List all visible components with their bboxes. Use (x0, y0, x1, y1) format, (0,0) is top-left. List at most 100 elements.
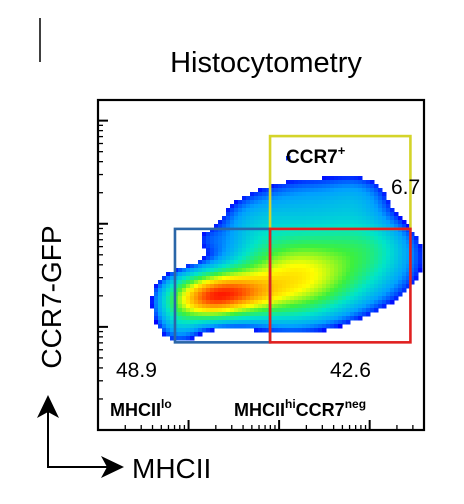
density-cell (398, 288, 403, 293)
density-cell (306, 320, 311, 325)
density-cell (242, 304, 247, 309)
density-cell (354, 196, 359, 201)
density-cell (346, 320, 351, 325)
density-cell (274, 296, 279, 301)
density-cell (366, 196, 371, 201)
density-cell (194, 272, 199, 277)
density-cell (234, 216, 239, 221)
density-cell (342, 300, 347, 305)
density-cell (250, 248, 255, 253)
density-cell (390, 260, 395, 265)
density-cell (342, 316, 347, 321)
density-cell (338, 304, 343, 309)
density-cell (290, 208, 295, 213)
density-cell (226, 244, 231, 249)
density-cell (306, 212, 311, 217)
density-cell (306, 300, 311, 305)
density-cell (382, 248, 387, 253)
density-cell (366, 276, 371, 281)
density-cell (214, 260, 219, 265)
density-cell (314, 316, 319, 321)
density-cell (230, 204, 235, 209)
density-cell (322, 220, 327, 225)
density-cell (170, 280, 175, 285)
density-cell (394, 260, 399, 265)
density-cell (350, 180, 355, 185)
density-cell (302, 304, 307, 309)
density-cell (286, 192, 291, 197)
density-cell (378, 300, 383, 305)
density-cell (354, 236, 359, 241)
density-cell (222, 216, 227, 221)
density-cell (218, 240, 223, 245)
density-cell (266, 276, 271, 281)
gate-value-ccr7pos: 6.7 (391, 176, 420, 199)
density-cell (294, 204, 299, 209)
density-cell (214, 300, 219, 305)
density-cell (214, 320, 219, 325)
density-cell (370, 288, 375, 293)
density-cell (258, 216, 263, 221)
density-cell (370, 200, 375, 205)
density-cell (254, 320, 259, 325)
density-cell (334, 208, 339, 213)
density-cell (318, 244, 323, 249)
density-cell (386, 268, 391, 273)
density-cell (338, 204, 343, 209)
density-cell (290, 324, 295, 329)
density-cell (326, 296, 331, 301)
density-cell (258, 188, 263, 193)
density-cell (346, 220, 351, 225)
density-cell (390, 252, 395, 257)
density-cell (358, 256, 363, 261)
density-cell (358, 252, 363, 257)
density-cell (274, 224, 279, 229)
density-cell (362, 228, 367, 233)
density-cell (370, 236, 375, 241)
density-cell (230, 300, 235, 305)
density-cell (266, 256, 271, 261)
density-cell (314, 324, 319, 329)
density-cell (358, 300, 363, 305)
density-cell (378, 200, 383, 205)
density-cell (286, 208, 291, 213)
density-cell (286, 196, 291, 201)
density-cell (350, 196, 355, 201)
density-cell (286, 288, 291, 293)
density-cell (206, 280, 211, 285)
density-cell (282, 324, 287, 329)
density-cell (194, 304, 199, 309)
density-cell (186, 264, 191, 269)
density-cell (250, 284, 255, 289)
density-cell (266, 240, 271, 245)
density-cell (350, 216, 355, 221)
density-cell (182, 324, 187, 329)
density-cell (326, 324, 331, 329)
density-cell (206, 276, 211, 281)
density-cell (278, 188, 283, 193)
density-cell (310, 256, 315, 261)
density-cell (162, 304, 167, 309)
density-cell (338, 312, 343, 317)
density-cell (274, 192, 279, 197)
density-cell (166, 284, 171, 289)
density-cell (194, 284, 199, 289)
density-cell (346, 264, 351, 269)
density-cell (350, 208, 355, 213)
density-cell (238, 248, 243, 253)
density-cell (266, 308, 271, 313)
density-cell (262, 272, 267, 277)
density-cell (310, 272, 315, 277)
density-cell (282, 292, 287, 297)
density-cell (242, 288, 247, 293)
density-cell (214, 236, 219, 241)
density-cell (298, 228, 303, 233)
density-cell (318, 248, 323, 253)
density-cell (318, 268, 323, 273)
density-cell (374, 288, 379, 293)
density-cell (262, 320, 267, 325)
density-cell (246, 248, 251, 253)
density-cell (322, 276, 327, 281)
density-cell (230, 324, 235, 329)
density-cell (182, 320, 187, 325)
